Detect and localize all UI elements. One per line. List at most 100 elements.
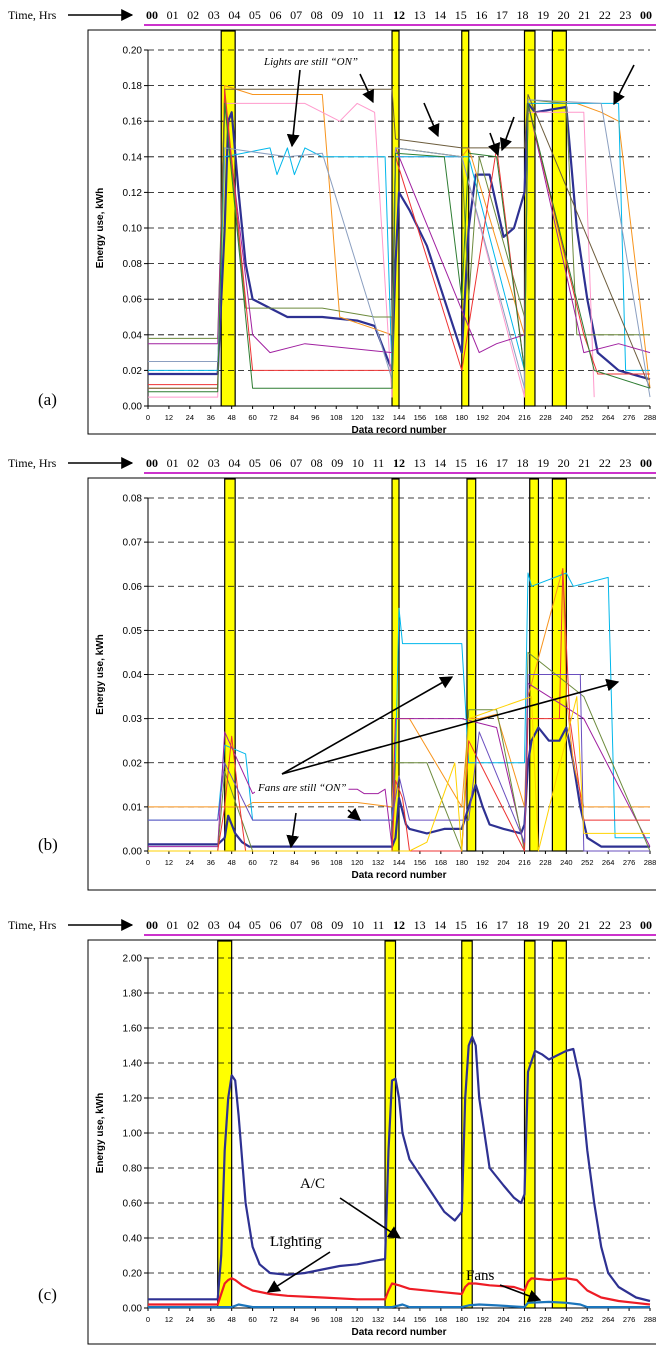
hour-label: 18 (517, 918, 529, 932)
x-tick-label: 48 (227, 1315, 235, 1324)
x-tick-label: 240 (560, 413, 573, 422)
series-line-3 (148, 1300, 650, 1309)
x-tick-label: 204 (497, 413, 510, 422)
x-tick-label: 276 (623, 1315, 636, 1324)
x-tick-label: 180 (455, 413, 468, 422)
annotation-text: A/C (300, 1176, 325, 1192)
series-line-3 (148, 572, 650, 839)
time-label: Time, Hrs (8, 456, 57, 470)
highlight-band (220, 30, 236, 407)
x-tick-label: 240 (560, 858, 573, 867)
x-tick-label: 12 (165, 858, 173, 867)
y-tick-label: 0.07 (123, 538, 143, 549)
series-line-2 (148, 1277, 651, 1306)
x-tick-label: 252 (581, 413, 594, 422)
hour-label: 00 (146, 456, 158, 470)
annotation-bg (261, 55, 361, 69)
x-tick-label: 276 (623, 858, 636, 867)
x-tick-label: 72 (269, 1315, 277, 1324)
hour-label: 03 (208, 918, 220, 932)
y-tick-label: 0.02 (123, 758, 143, 769)
x-tick-label: 96 (311, 413, 319, 422)
x-tick-label: 192 (476, 858, 489, 867)
series-line-1 (148, 726, 650, 848)
x-tick-label: 288 (644, 413, 656, 422)
annotation-bg (255, 781, 349, 795)
y-tick-label: 0.12 (123, 188, 143, 199)
annotation-text: Lights are still “ON” (263, 56, 358, 68)
x-tick-label: 108 (330, 858, 343, 867)
x-tick-label: 48 (227, 858, 235, 867)
hour-label: 00 (640, 918, 652, 932)
x-tick-label: 36 (207, 1315, 215, 1324)
hour-label: 21 (578, 8, 590, 22)
x-tick-label: 144 (393, 413, 406, 422)
x-tick-label: 276 (623, 413, 636, 422)
x-tick-label: 156 (414, 1315, 427, 1324)
annotation-arrow (488, 132, 501, 157)
x-tick-label: 144 (393, 858, 406, 867)
hour-label: 18 (517, 456, 529, 470)
hour-label: 20 (558, 456, 570, 470)
x-tick-label: 72 (269, 858, 277, 867)
x-tick-label: 84 (290, 413, 298, 422)
hour-label: 23 (619, 918, 631, 932)
hour-label: 21 (578, 456, 590, 470)
panel-1: Time, Hrs 00 01 02 03 04 05 06 07 08 09 10 11 12 13 14 1… (8, 8, 656, 436)
x-tick-label: 120 (351, 413, 364, 422)
hour-label: 07 (290, 918, 302, 932)
hour-label: 09 (331, 456, 343, 470)
hour-label: 03 (208, 456, 220, 470)
x-tick-label: 180 (455, 858, 468, 867)
hour-label: 07 (290, 8, 302, 22)
x-tick-label: 240 (560, 1315, 573, 1324)
x-tick-label: 96 (311, 1315, 319, 1324)
x-tick-label: 108 (330, 1315, 343, 1324)
y-tick-label: 0.60 (123, 1199, 143, 1210)
panel-2: Time, Hrs 00 01 02 03 04 05 06 07 08 09 10 11 12 13 14 1… (8, 456, 656, 891)
x-tick-label: 96 (311, 858, 319, 867)
series-line-2 (148, 568, 650, 808)
x-tick-label: 60 (248, 413, 256, 422)
hour-label: 01 (167, 456, 179, 470)
x-tick-label: 156 (414, 858, 427, 867)
series-line-1 (148, 102, 651, 381)
hour-label: 00 (146, 918, 158, 932)
y-tick-label: 0.04 (123, 330, 143, 341)
hour-label: 13 (414, 456, 426, 470)
x-tick-label: 228 (539, 413, 552, 422)
x-axis-label: Data record number (351, 1327, 446, 1338)
x-tick-label: 168 (435, 1315, 448, 1324)
y-tick-label: 0.16 (123, 117, 143, 128)
hour-label: 23 (619, 456, 631, 470)
x-tick-label: 132 (372, 858, 385, 867)
annotation-arrow (499, 1284, 542, 1302)
hour-label: 19 (537, 456, 549, 470)
y-tick-label: 2.00 (123, 954, 143, 965)
hour-label: 13 (414, 918, 426, 932)
y-axis-label: Energy use, kWh (95, 188, 106, 269)
hour-label: 06 (270, 8, 282, 22)
panel-label: (a) (38, 390, 57, 409)
x-tick-label: 48 (227, 413, 235, 422)
x-tick-label: 84 (290, 1315, 298, 1324)
highlight-band (551, 940, 567, 1309)
x-tick-label: 0 (146, 1315, 150, 1324)
x-tick-label: 120 (351, 858, 364, 867)
y-tick-label: 0.06 (123, 295, 143, 306)
annotation-arrow (286, 812, 300, 849)
hour-label: 17 (496, 918, 508, 932)
hour-label: 12 (393, 8, 405, 22)
hour-label: 16 (475, 456, 487, 470)
series-line-1 (148, 1035, 651, 1303)
x-tick-label: 144 (393, 1315, 406, 1324)
x-tick-label: 24 (186, 858, 194, 867)
hour-label: 14 (434, 8, 446, 22)
highlight-band (551, 30, 567, 407)
x-tick-label: 120 (351, 1315, 364, 1324)
y-tick-label: 0.00 (123, 402, 143, 413)
panel-label: (c) (38, 1285, 57, 1304)
y-tick-label: 0.18 (123, 81, 143, 92)
y-tick-label: 1.60 (123, 1024, 143, 1035)
series-line-10 (148, 102, 651, 393)
